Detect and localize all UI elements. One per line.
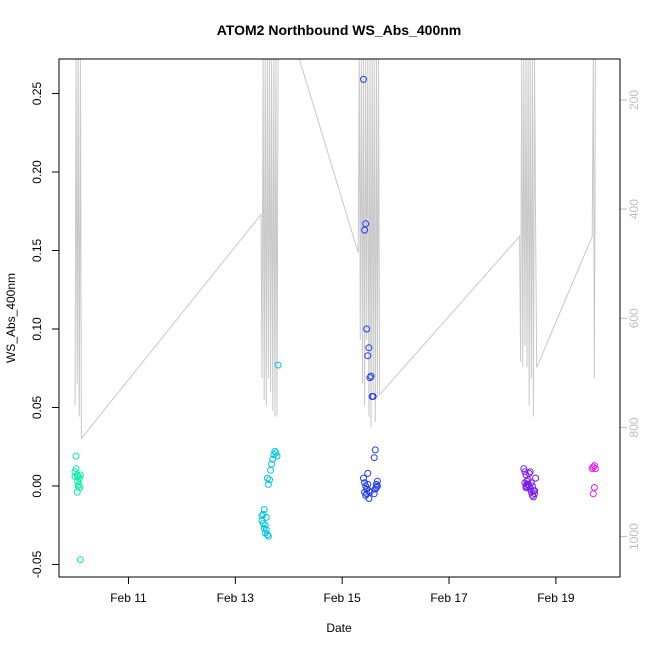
data-point — [589, 490, 597, 498]
data-point — [362, 220, 370, 228]
series-5 — [588, 462, 599, 498]
data-point — [589, 463, 597, 471]
data-point — [364, 480, 372, 488]
data-point — [531, 490, 538, 498]
y-axis-label: WS_Abs_400nm — [4, 273, 18, 363]
data-point — [370, 490, 378, 498]
data-point — [525, 469, 533, 477]
y-tick-label: 0.10 — [30, 317, 44, 341]
data-point — [531, 487, 538, 495]
data-point — [74, 477, 82, 485]
data-point — [591, 465, 599, 473]
data-point — [72, 452, 80, 460]
y-tick-label: 0.25 — [30, 82, 44, 106]
x-tick-label: Feb 17 — [430, 591, 468, 605]
x-tick-label: Feb 15 — [323, 591, 361, 605]
x-axis: Feb 11 Feb 13 Feb 15 Feb 17 Feb 19 — [110, 576, 575, 605]
data-point — [527, 479, 535, 487]
data-point — [365, 344, 373, 352]
data-point — [370, 454, 378, 462]
data-point — [532, 474, 540, 482]
x-axis-label: Date — [326, 621, 352, 635]
y-tick-label: 0.00 — [30, 474, 44, 498]
data-point — [372, 480, 380, 488]
data-point — [364, 352, 372, 360]
data-point — [523, 480, 531, 488]
depth-trace-layer — [74, 58, 596, 440]
data-point — [261, 521, 269, 529]
data-point — [76, 556, 84, 564]
data-point — [258, 512, 266, 520]
depth-trace-line — [74, 58, 596, 440]
y2-tick-label: 1000 — [627, 523, 641, 550]
data-point — [73, 488, 81, 496]
data-point — [260, 524, 268, 532]
data-point — [264, 480, 272, 488]
data-point — [272, 449, 280, 457]
series-4 — [520, 465, 540, 501]
y-tick-label: 0.20 — [30, 160, 44, 184]
data-point — [526, 468, 534, 476]
data-point — [270, 451, 278, 459]
series-2 — [258, 361, 282, 540]
data-point — [521, 468, 529, 476]
x-tick-label: Feb 19 — [537, 591, 575, 605]
data-point — [365, 495, 373, 502]
data-point — [362, 482, 370, 490]
data-point — [260, 506, 268, 513]
y2-tick-label: 400 — [627, 199, 641, 219]
chart-title: ATOM2 Northbound WS_Abs_400nm — [217, 22, 462, 38]
data-point — [262, 513, 270, 521]
y2-tick-label: 800 — [627, 417, 641, 437]
data-point — [373, 482, 381, 490]
data-point — [590, 462, 598, 470]
series-3 — [360, 75, 381, 502]
data-point — [590, 484, 598, 491]
data-point — [274, 361, 282, 369]
data-point — [366, 374, 374, 382]
y-axis: -0.05 0.00 0.05 0.10 0.15 0.20 0.25 — [30, 82, 60, 578]
y-tick-label: -0.05 — [30, 550, 44, 578]
data-point — [261, 529, 269, 537]
data-point — [363, 485, 371, 493]
data-point — [520, 465, 528, 473]
series-1 — [71, 452, 84, 564]
data-point — [522, 484, 530, 491]
data-point — [273, 452, 281, 460]
points-layer — [71, 75, 599, 564]
data-point — [371, 446, 379, 454]
data-point — [360, 474, 367, 482]
y2-tick-label: 200 — [627, 90, 641, 110]
x-tick-label: Feb 11 — [110, 591, 147, 605]
data-point — [262, 526, 270, 534]
data-point — [367, 372, 375, 380]
data-point — [369, 393, 377, 400]
data-point — [263, 531, 271, 539]
data-point — [364, 469, 372, 477]
y-tick-label: 0.05 — [30, 395, 44, 419]
data-point — [259, 520, 267, 528]
data-point — [74, 482, 82, 490]
data-point — [360, 75, 367, 83]
plot-area — [58, 58, 621, 578]
y-tick-label: 0.15 — [30, 239, 44, 263]
data-point — [266, 476, 273, 484]
data-point — [372, 484, 380, 491]
x-tick-label: Feb 13 — [217, 591, 255, 605]
y2-tick-label: 600 — [627, 308, 641, 328]
secondary-y-axis: 200 400 600 800 1000 — [619, 90, 641, 550]
data-point — [268, 460, 276, 468]
data-point — [363, 325, 371, 333]
data-point — [267, 466, 275, 474]
